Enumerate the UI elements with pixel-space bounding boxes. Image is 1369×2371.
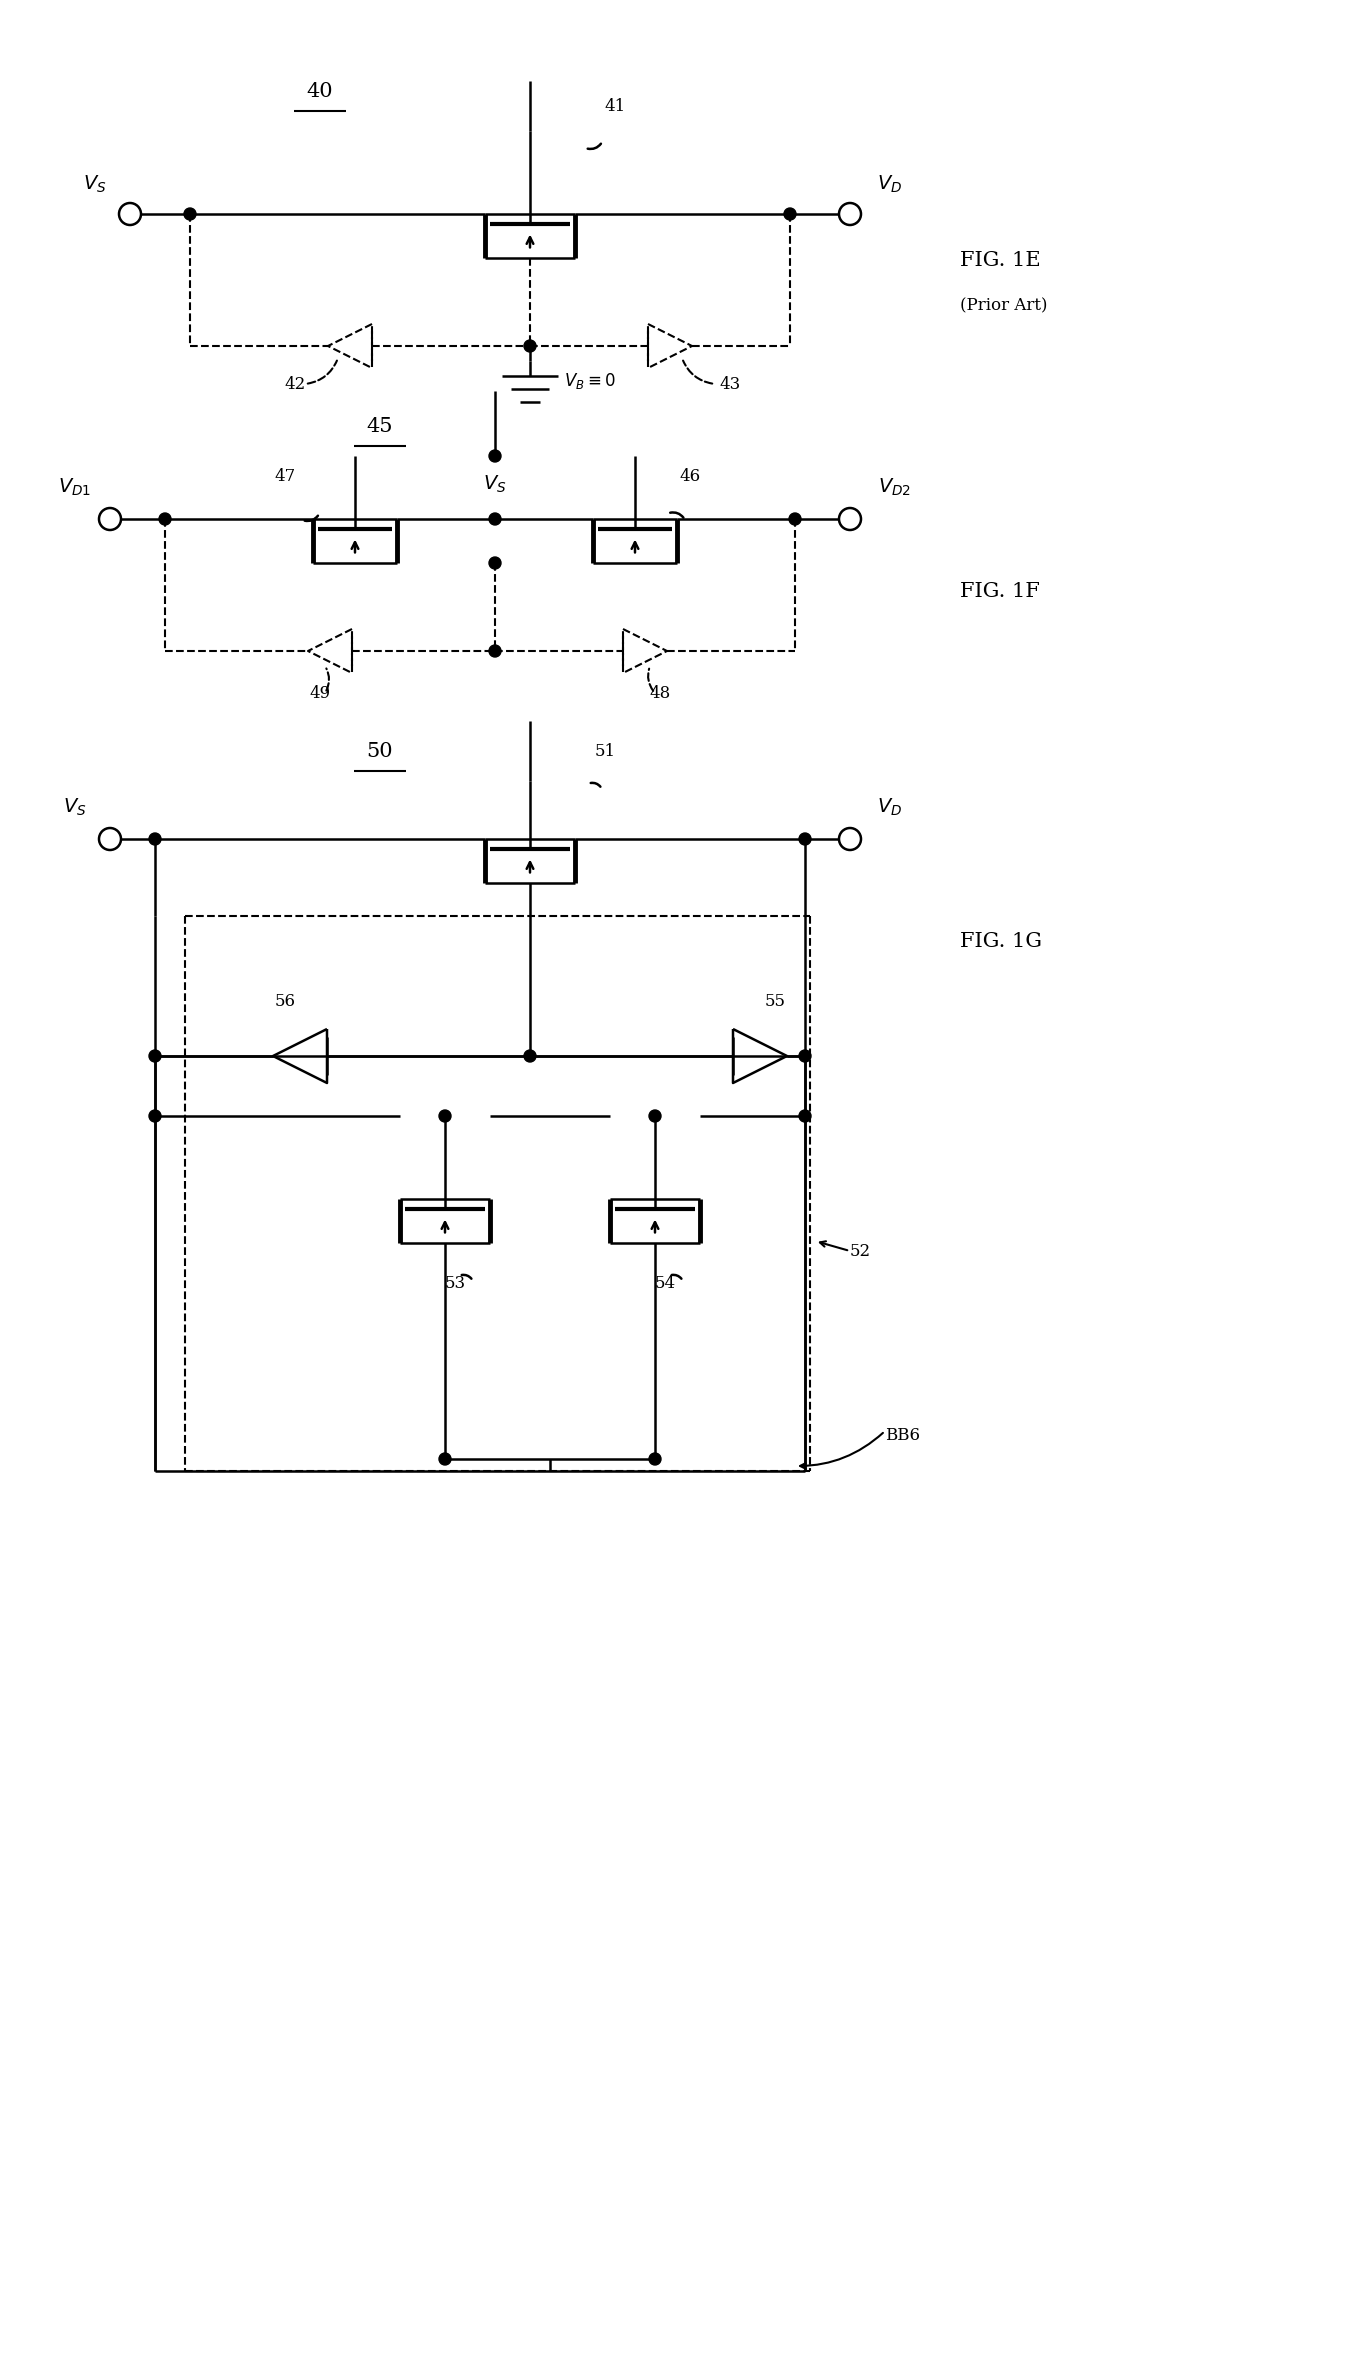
Circle shape <box>99 507 120 531</box>
Circle shape <box>649 1453 661 1465</box>
Circle shape <box>524 339 537 351</box>
Text: $V_D$: $V_D$ <box>878 797 902 818</box>
Text: $V_S$: $V_S$ <box>84 173 107 194</box>
Text: 50: 50 <box>367 742 393 761</box>
Circle shape <box>439 1110 450 1121</box>
Circle shape <box>439 1453 450 1465</box>
Circle shape <box>799 832 810 844</box>
Text: FIG. 1G: FIG. 1G <box>960 932 1042 951</box>
Circle shape <box>649 1110 661 1121</box>
Text: $V_B \equiv 0$: $V_B \equiv 0$ <box>564 370 616 391</box>
Text: $V_S$: $V_S$ <box>483 474 507 496</box>
Circle shape <box>183 209 196 221</box>
Circle shape <box>489 512 501 524</box>
Text: FIG. 1F: FIG. 1F <box>960 581 1040 600</box>
Text: 54: 54 <box>654 1276 675 1292</box>
Circle shape <box>159 512 171 524</box>
Text: (Prior Art): (Prior Art) <box>960 296 1047 315</box>
Circle shape <box>524 1050 537 1062</box>
Text: $V_D$: $V_D$ <box>878 173 902 194</box>
Circle shape <box>119 204 141 225</box>
Text: 41: 41 <box>604 97 626 114</box>
Text: 40: 40 <box>307 81 333 100</box>
Circle shape <box>99 827 120 849</box>
Circle shape <box>489 450 501 462</box>
Circle shape <box>489 557 501 569</box>
Text: $V_{D2}$: $V_{D2}$ <box>879 477 912 498</box>
Circle shape <box>149 832 162 844</box>
Text: FIG. 1E: FIG. 1E <box>960 251 1040 270</box>
Text: $V_{D1}$: $V_{D1}$ <box>59 477 92 498</box>
Text: 51: 51 <box>594 742 616 759</box>
Circle shape <box>799 1050 810 1062</box>
Text: 48: 48 <box>649 685 671 702</box>
Text: 45: 45 <box>367 417 393 436</box>
Text: 55: 55 <box>764 993 786 1010</box>
Text: 47: 47 <box>274 467 296 484</box>
Text: 52: 52 <box>850 1242 871 1259</box>
Circle shape <box>839 204 861 225</box>
Circle shape <box>839 507 861 531</box>
Circle shape <box>149 1110 162 1121</box>
Text: BB6: BB6 <box>884 1427 920 1444</box>
Text: 46: 46 <box>679 467 701 484</box>
Circle shape <box>489 645 501 657</box>
Text: 56: 56 <box>275 993 296 1010</box>
Circle shape <box>784 209 795 221</box>
Text: 43: 43 <box>719 375 741 394</box>
Circle shape <box>149 1050 162 1062</box>
Text: 49: 49 <box>309 685 330 702</box>
Text: 53: 53 <box>445 1276 465 1292</box>
Text: $V_S$: $V_S$ <box>63 797 86 818</box>
Text: 42: 42 <box>285 375 305 394</box>
Circle shape <box>789 512 801 524</box>
Circle shape <box>799 1110 810 1121</box>
Circle shape <box>839 827 861 849</box>
